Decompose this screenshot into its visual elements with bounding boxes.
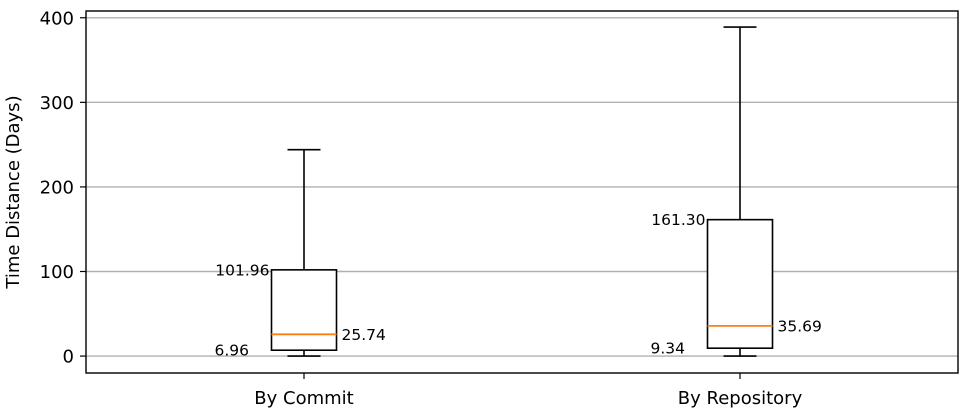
y-tick-label: 0 <box>63 347 74 368</box>
box-by-commit: 101.96 6.96 25.74 <box>214 148 386 360</box>
q1-label: 9.34 <box>650 340 685 358</box>
median-label: 35.69 <box>778 317 822 335</box>
y-axis-title: Time Distance (Days) <box>3 95 24 289</box>
grid-lines <box>86 17 958 357</box>
q1-label: 6.96 <box>214 342 249 360</box>
x-category-label: By Commit <box>254 388 353 409</box>
y-tick-label: 300 <box>40 93 74 114</box>
x-axis-categories: By Commit By Repository <box>254 373 803 409</box>
q3-label: 101.96 <box>215 261 269 279</box>
plot-frame <box>85 10 959 374</box>
iqr-box <box>270 269 338 351</box>
y-tick-label: 200 <box>40 177 74 198</box>
x-category-label: By Repository <box>678 388 803 409</box>
box-by-repository: 161.30 9.34 35.69 <box>650 26 822 358</box>
y-tick-label: 400 <box>40 8 74 29</box>
median-label: 25.74 <box>342 326 386 344</box>
q3-label: 161.30 <box>651 211 705 229</box>
boxes: 101.96 6.96 25.74 161.30 9.34 35.69 <box>214 26 822 360</box>
y-axis-ticks: 0 100 200 300 400 <box>40 8 86 368</box>
y-tick-label: 100 <box>40 262 74 283</box>
iqr-box <box>706 218 774 349</box>
